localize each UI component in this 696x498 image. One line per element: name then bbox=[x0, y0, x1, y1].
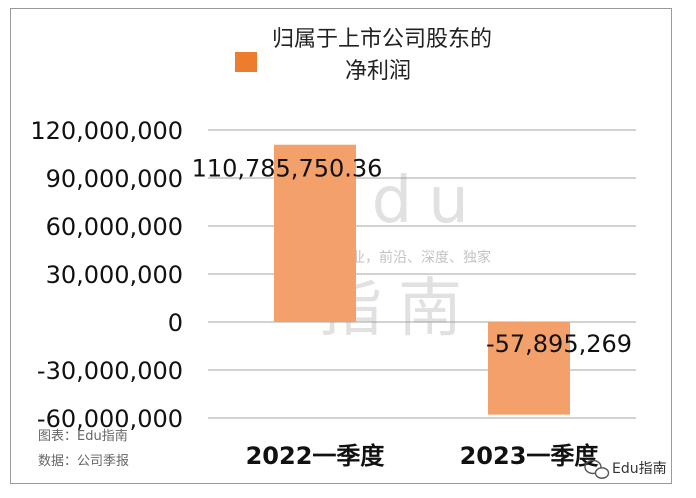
data-source: 数据：公司季报 bbox=[38, 454, 129, 469]
corner-brand-label: Edu指南 bbox=[612, 461, 667, 477]
bar-2023一季度 bbox=[488, 322, 570, 415]
data-labels: 110,785,750.36 -57,895,269 bbox=[192, 155, 632, 358]
chart-credit: 图表：Edu指南 bbox=[38, 428, 128, 444]
corner-brand: Edu指南 bbox=[584, 459, 667, 479]
y-tick-label: 60,000,000 bbox=[46, 213, 183, 241]
legend-line-2: 净利润 bbox=[345, 59, 411, 84]
y-tick-label: 30,000,000 bbox=[46, 261, 183, 289]
legend-swatch bbox=[235, 52, 257, 72]
data-label: 110,785,750.36 bbox=[192, 155, 383, 183]
data-label: -57,895,269 bbox=[486, 330, 632, 358]
legend-line-1: 归属于上市公司股东的 bbox=[272, 27, 492, 52]
x-category-label: 2022一季度 bbox=[246, 442, 386, 470]
bar-2022一季度 bbox=[274, 144, 356, 322]
y-tick-label: 0 bbox=[168, 309, 183, 337]
y-tick-label: 120,000,000 bbox=[30, 117, 183, 145]
x-category-label: 2023一季度 bbox=[460, 442, 600, 470]
y-tick-label: -30,000,000 bbox=[37, 357, 183, 385]
y-axis-tick-labels: 120,000,000 90,000,000 60,000,000 30,000,00… bbox=[30, 117, 183, 433]
y-tick-label: 90,000,000 bbox=[46, 165, 183, 193]
y-tick-label: -60,000,000 bbox=[37, 405, 183, 433]
x-axis-category-labels: 2022一季度 2023一季度 bbox=[246, 442, 600, 470]
bars bbox=[274, 144, 570, 415]
legend: 归属于上市公司股东的 净利润 bbox=[235, 27, 492, 84]
wechat-icon bbox=[584, 459, 610, 479]
